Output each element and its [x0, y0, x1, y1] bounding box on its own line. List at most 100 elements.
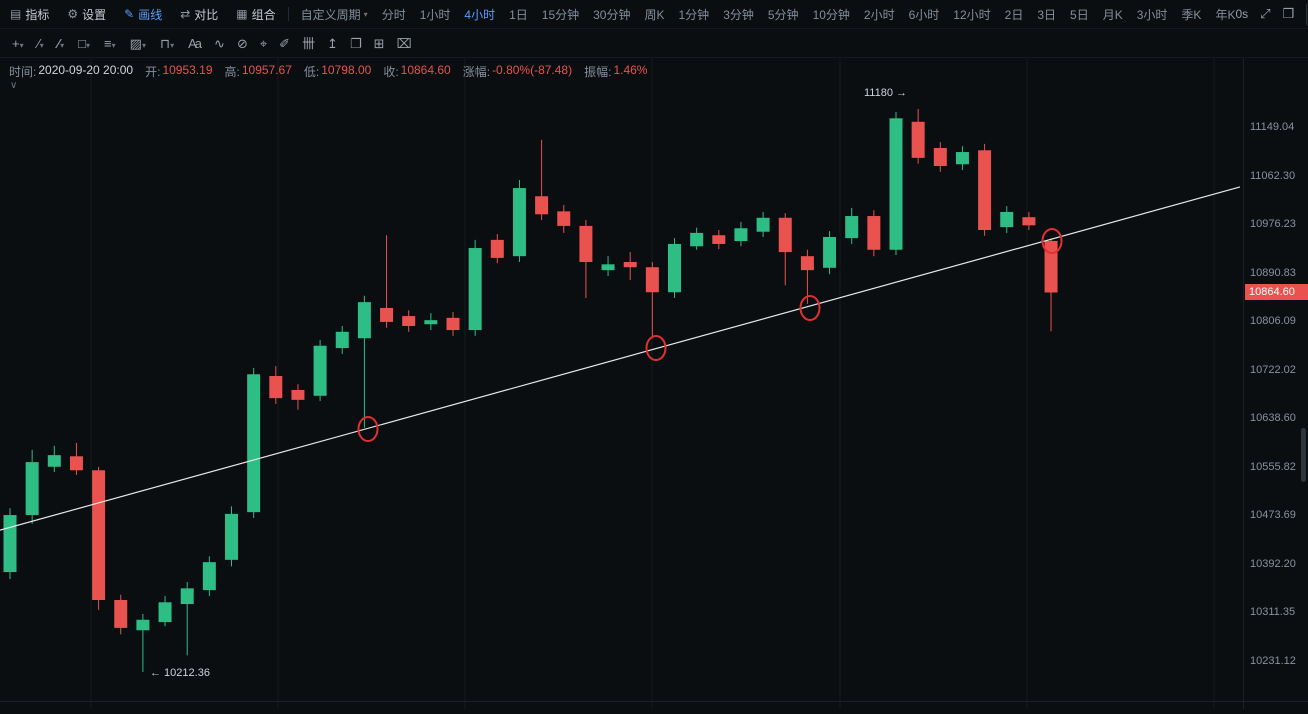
crosshair-tool[interactable]: +▾ — [6, 35, 30, 52]
chevron-down-icon: ▾ — [364, 10, 368, 19]
timeframe-2日[interactable]: 2日 — [1005, 6, 1024, 23]
candle-body — [380, 308, 393, 322]
measure-icon: ⌖ — [260, 37, 265, 50]
timeframe-30分钟[interactable]: 30分钟 — [593, 6, 630, 23]
fullscreen-icon[interactable]: ⤢ — [1260, 6, 1270, 22]
candle-body — [757, 218, 770, 232]
candle — [1022, 212, 1035, 230]
shape-tool[interactable]: □▾ — [72, 35, 96, 52]
axis-price-label: 10231.12 — [1250, 655, 1296, 667]
crosshair-icon: + — [12, 37, 18, 50]
delete-tool[interactable]: ⌧ — [391, 35, 416, 52]
drawing-toolbar: +▾∕▾∕∕▾□▾≡▾▨▾⊓▾Aa∿⊘ ⌖ ✐卌↥❐⊞⌧ — [0, 30, 1308, 58]
candle-body — [956, 152, 969, 164]
field-value: 10953.19 — [162, 63, 212, 80]
timeframe-5日[interactable]: 5日 — [1070, 6, 1089, 23]
candle — [668, 238, 681, 298]
refresh-timer: 0s — [1235, 7, 1248, 21]
trendline-annotation[interactable] — [0, 187, 1240, 530]
menu-compare[interactable]: ⇄对比 — [180, 6, 218, 23]
pitchfork-tool[interactable]: ⊓▾ — [154, 35, 180, 52]
candle-body — [845, 216, 858, 238]
copy-tool[interactable]: ❐ — [344, 35, 366, 52]
trendline-tool[interactable]: ∕▾ — [32, 35, 50, 52]
horizontal-lines-icon: ≡ — [104, 37, 110, 50]
menu-indicators[interactable]: ▤指标 — [10, 6, 49, 23]
timeframe-bar: 自定义周期 ▾ 分时 1小时 4小时 1日 15分钟 30分钟周K 1分钟 3分钟 5分钟 10分… — [301, 6, 1236, 23]
gear-icon: ⚙ — [67, 7, 78, 21]
candle — [978, 144, 991, 236]
text-tool[interactable]: Aa — [182, 35, 206, 52]
candle — [734, 222, 747, 246]
candle-body — [136, 620, 149, 630]
timeframe-周K[interactable]: 周K — [644, 6, 664, 23]
candle — [602, 256, 615, 276]
candle — [26, 450, 39, 524]
timeframe-1小时[interactable]: 1小时 — [420, 6, 451, 23]
timeframe-分时[interactable]: 分时 — [382, 6, 406, 23]
timeframe-1分钟[interactable]: 1分钟 — [679, 6, 710, 23]
export-tool[interactable]: ↥ — [321, 35, 342, 52]
candlestick-chart[interactable]: 11180 →← 10212.36 — [0, 58, 1243, 709]
menu-settings[interactable]: ⚙设置 — [67, 6, 106, 23]
axis-price-label: 11149.04 — [1250, 121, 1294, 133]
timeframe-3分钟[interactable]: 3分钟 — [723, 6, 754, 23]
candle-body — [469, 248, 482, 330]
timeframe-15分钟[interactable]: 15分钟 — [542, 6, 579, 23]
timeframe-1日[interactable]: 1日 — [509, 6, 528, 23]
circle-annotation[interactable] — [359, 417, 378, 441]
measure-tool[interactable]: ⌖ — [254, 35, 271, 52]
timeframe-4小时[interactable]: 4小时 — [464, 6, 495, 23]
menu-draw[interactable]: ✎画线 — [124, 6, 162, 23]
ohlc-field: 开:10953.19 — [145, 63, 212, 80]
collapse-indicator-chevron[interactable]: ∨ — [10, 80, 17, 91]
candle-body — [823, 237, 836, 268]
custom-period-dropdown[interactable]: 自定义周期 ▾ — [301, 6, 368, 23]
timeframe-6小时[interactable]: 6小时 — [909, 6, 940, 23]
parallel-lines-tool[interactable]: ∕∕▾ — [52, 35, 70, 52]
scrollbar[interactable] — [1301, 428, 1306, 482]
pen-tool[interactable]: ✐ — [273, 35, 294, 52]
toolbar-right: 0s ⤢ ❒ 单窗口 ▾ — [1235, 3, 1308, 26]
timeframe-12小时[interactable]: 12小时 — [953, 6, 990, 23]
candle-body — [314, 346, 327, 396]
candle-body — [48, 455, 61, 467]
candle-body — [402, 316, 415, 326]
timeframe-5分钟[interactable]: 5分钟 — [768, 6, 799, 23]
candle — [890, 112, 903, 255]
field-label: 开: — [145, 63, 160, 80]
capture-tool[interactable]: ⊞ — [368, 35, 389, 52]
new-window-icon[interactable]: ❒ — [1283, 6, 1295, 22]
menu-combine[interactable]: ▦组合 — [236, 6, 275, 23]
horizontal-lines-tool[interactable]: ≡▾ — [98, 35, 122, 52]
timeframe-2小时[interactable]: 2小时 — [864, 6, 895, 23]
pattern-tool[interactable]: ▨▾ — [124, 35, 152, 52]
candle-body — [801, 256, 814, 270]
candle-body — [491, 240, 504, 258]
axis-price-label: 10806.09 — [1250, 315, 1296, 327]
candle-body — [779, 218, 792, 252]
brush-tool[interactable]: ∿ — [208, 35, 229, 52]
candle-body — [867, 216, 880, 250]
candle-body — [557, 211, 570, 226]
axis-price-label: 10392.20 — [1250, 558, 1296, 570]
candle-body — [336, 332, 349, 348]
candle-body — [513, 188, 526, 256]
timeframe-季K[interactable]: 季K — [1181, 6, 1201, 23]
top-toolbar: ▤指标 ⚙设置 ✎画线 ⇄对比 ▦组合 自定义周期 ▾ 分时 1小时 4小时 1日 15分钟 30… — [0, 0, 1308, 29]
ohlc-field: 涨幅:-0.80%(-87.48) — [463, 63, 572, 80]
timeframe-月K[interactable]: 月K — [1103, 6, 1123, 23]
continuous-draw-tool[interactable]: 卌 — [296, 35, 319, 52]
axis-price-label: 10311.35 — [1250, 606, 1295, 618]
timeframe-10分钟[interactable]: 10分钟 — [813, 6, 850, 23]
eraser-tool[interactable]: ⊘ — [231, 35, 252, 52]
timeframe-3小时[interactable]: 3小时 — [1137, 6, 1168, 23]
timeframe-3日[interactable]: 3日 — [1037, 6, 1056, 23]
candle — [380, 235, 393, 327]
candle — [447, 312, 460, 336]
timeframe-年K[interactable]: 年K — [1215, 6, 1235, 23]
field-label: 涨幅: — [463, 63, 490, 80]
candle-body — [269, 376, 282, 398]
candle — [535, 140, 548, 220]
